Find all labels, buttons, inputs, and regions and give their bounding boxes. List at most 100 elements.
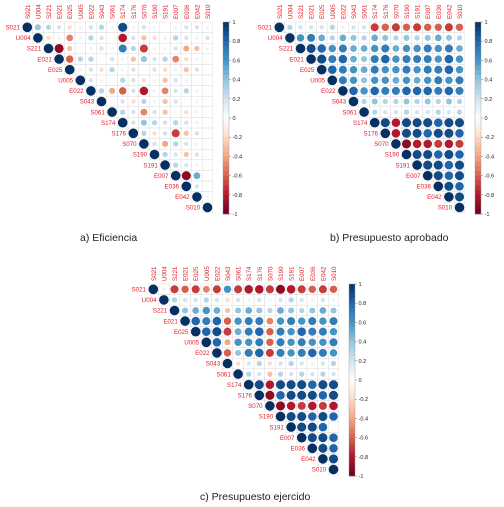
correlation-circle <box>444 54 454 64</box>
colorbar-tick-label: -0.4 <box>485 154 495 160</box>
correlation-circle <box>299 307 305 314</box>
colorbar-segment <box>349 399 355 405</box>
correlation-circle <box>120 77 126 83</box>
correlation-circle <box>78 36 82 40</box>
correlation-circle <box>328 55 337 64</box>
colorbar-segment <box>475 132 481 138</box>
correlation-circle <box>121 68 125 72</box>
column-label: E022 <box>88 4 95 19</box>
column-label: S043 <box>99 4 106 19</box>
row-label: E007 <box>280 435 295 442</box>
correlation-circle <box>338 44 347 53</box>
correlation-circle <box>118 22 128 32</box>
correlation-circle <box>214 297 220 303</box>
correlation-circle <box>329 24 335 30</box>
correlation-circle <box>265 390 275 400</box>
colorbar-segment <box>349 360 355 366</box>
colorbar-tick-label: 0.6 <box>359 320 367 326</box>
column-label: S061 <box>110 4 117 19</box>
correlation-circle <box>402 55 411 64</box>
column-label: E025 <box>319 4 326 19</box>
correlation-circle <box>307 443 318 454</box>
correlation-circle <box>456 109 463 115</box>
correlation-circle <box>174 68 178 72</box>
correlation-circle <box>256 360 262 367</box>
row-label: S061 <box>90 109 105 116</box>
correlation-circle <box>265 401 275 411</box>
correlation-circle <box>139 44 148 53</box>
correlation-circle <box>297 285 306 294</box>
colorbar-segment <box>349 327 355 333</box>
correlation-circle <box>162 287 166 291</box>
colorbar-tick-label: 0.4 <box>485 78 493 84</box>
correlation-circle <box>423 149 433 160</box>
cell-frame <box>201 95 213 107</box>
correlation-circle <box>318 401 327 410</box>
colorbar: 1 0.8 0.6 0.4 0.2 0 -0.2 -0.4 -0.6 -0.8 -1 <box>222 20 243 218</box>
colorbar-segment <box>223 79 229 85</box>
colorbar-segment <box>475 209 481 215</box>
correlation-circle <box>205 195 210 199</box>
colorbar-segment <box>475 175 481 181</box>
correlation-circle <box>380 118 390 128</box>
colorbar-segment <box>475 103 481 109</box>
colorbar-tick-label: -0.4 <box>233 154 243 160</box>
correlation-circle <box>297 411 307 422</box>
row-label: S191 <box>143 162 158 169</box>
correlation-circle <box>402 44 411 53</box>
column-label: S176 <box>383 4 390 19</box>
correlation-circle <box>173 120 179 126</box>
correlation-circle <box>99 46 104 51</box>
cell-frame <box>201 117 213 129</box>
colorbar-segment <box>223 175 229 181</box>
correlation-circle <box>149 149 160 160</box>
correlation-circle <box>233 369 243 379</box>
correlation-circle <box>360 45 368 52</box>
column-label: S070 <box>141 4 148 19</box>
correlation-circle <box>195 142 199 146</box>
colorbar-segment <box>349 365 355 371</box>
colorbar-tick-label: 0.6 <box>485 58 493 64</box>
column-label: E022 <box>214 266 221 281</box>
row-label: E036 <box>165 184 180 191</box>
correlation-circle <box>234 285 243 294</box>
correlation-circle <box>329 285 338 294</box>
row-label: E022 <box>195 350 210 357</box>
correlation-circle <box>45 24 52 30</box>
cell-frame <box>327 463 339 475</box>
correlation-circle <box>401 128 412 138</box>
correlation-circle <box>338 76 347 85</box>
correlation-circle <box>173 162 179 168</box>
correlation-circle <box>414 109 420 115</box>
correlation-circle <box>320 297 326 303</box>
correlation-circle <box>370 86 379 96</box>
correlation-circle <box>66 34 74 42</box>
correlation-circle <box>328 464 339 475</box>
correlation-circle <box>235 297 241 303</box>
correlation-circle <box>319 317 327 325</box>
correlation-circle <box>245 307 253 314</box>
row-label: U005 <box>310 78 325 85</box>
correlation-circle <box>306 43 316 54</box>
correlation-circle <box>308 412 317 421</box>
correlation-circle <box>107 107 117 117</box>
correlation-circle <box>223 317 232 325</box>
correlation-circle <box>370 23 379 32</box>
correlation-circle <box>266 327 274 336</box>
correlation-circle <box>308 285 317 294</box>
correlation-circle <box>444 171 454 180</box>
cell-frame <box>453 201 465 213</box>
colorbar-segment <box>349 461 355 467</box>
correlation-circle <box>268 298 272 302</box>
correlation-circle <box>328 390 339 400</box>
colorbar-segment <box>223 98 229 104</box>
colorbar-segment <box>223 41 229 47</box>
correlation-circle <box>182 307 189 314</box>
correlation-circle <box>255 317 264 326</box>
correlation-circle <box>434 44 443 53</box>
correlation-circle <box>205 46 210 51</box>
correlation-circle <box>297 390 307 400</box>
colorbar-tick-label: -0.2 <box>359 397 369 403</box>
correlation-circle <box>295 43 306 54</box>
correlation-circle <box>361 35 367 41</box>
